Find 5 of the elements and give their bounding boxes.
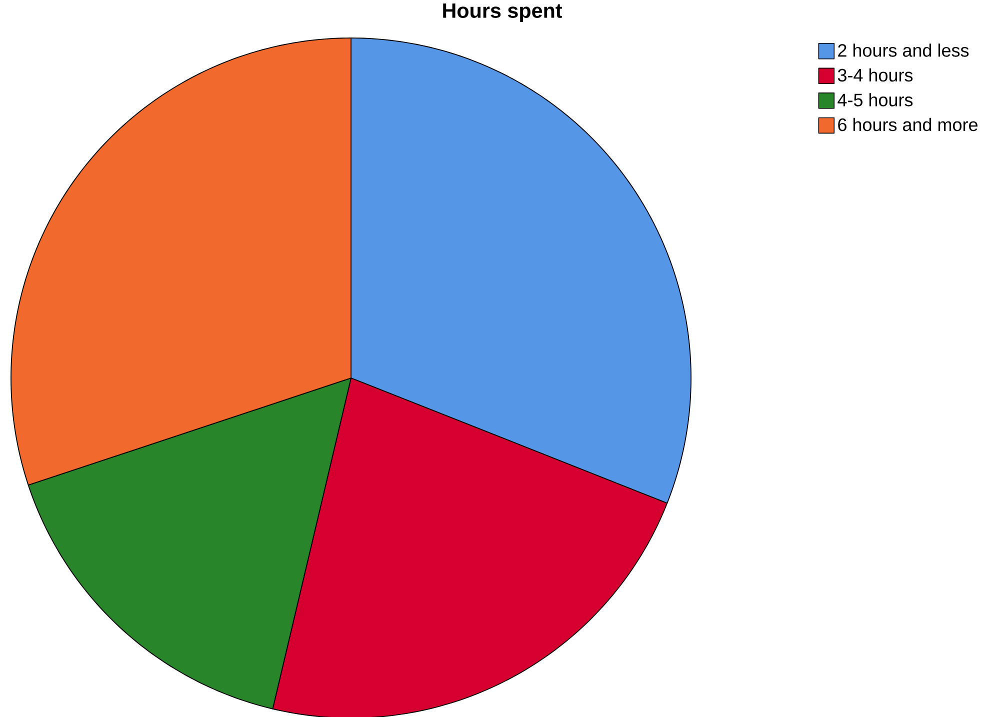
- chart-title: Hours spent: [443, 4, 562, 22]
- legend-label: 6 hours and more: [838, 118, 978, 132]
- legend-label: 3-4 hours: [838, 68, 913, 82]
- legend-label: 2 hours and less: [838, 44, 969, 57]
- legend-label: 4-5 hours: [838, 93, 913, 106]
